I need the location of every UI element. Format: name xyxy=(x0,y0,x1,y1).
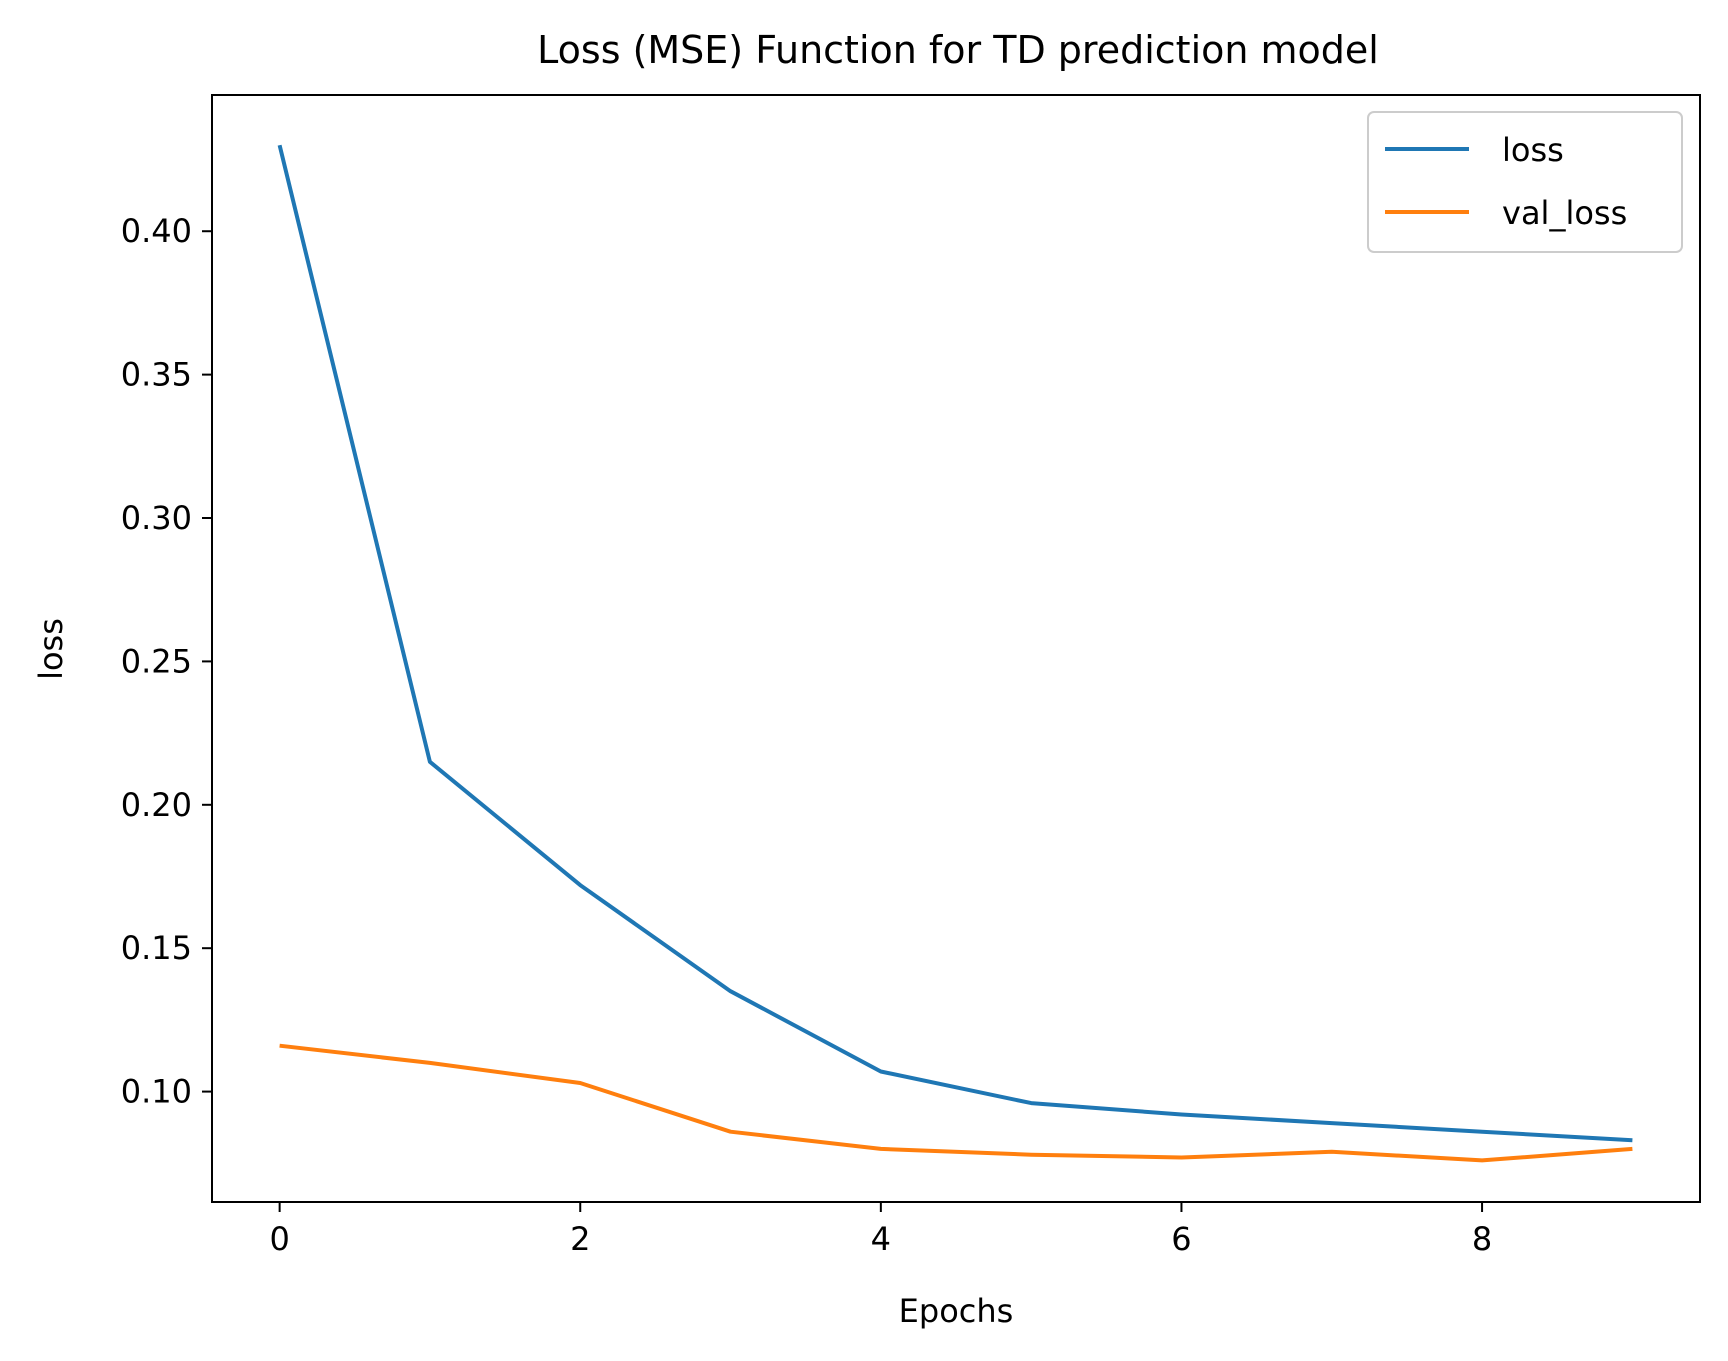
data-point-val-loss-4 xyxy=(879,1147,883,1151)
data-point-loss-4 xyxy=(879,1070,883,1074)
data-point-loss-5 xyxy=(1029,1101,1033,1105)
x-axis-label: Epochs xyxy=(899,1292,1014,1330)
x-axis-ticks: 0 2 4 6 8 xyxy=(269,1202,1492,1258)
data-point-loss-8 xyxy=(1480,1130,1484,1134)
plot-area: 0 2 4 6 8 0.10 0.15 0.20 0.25 0.30 0.35 0.40 xyxy=(121,94,1701,1258)
y-tick-label: 0.25 xyxy=(121,642,192,680)
data-point-val-loss-5 xyxy=(1029,1153,1033,1157)
x-tick-label: 0 xyxy=(269,1220,289,1258)
x-tick-label: 4 xyxy=(871,1220,891,1258)
data-point-loss-0 xyxy=(278,143,282,147)
data-point-val-loss-8 xyxy=(1480,1158,1484,1162)
data-point-val-loss-6 xyxy=(1180,1156,1184,1160)
data-point-loss-2 xyxy=(578,883,582,887)
data-point-loss-3 xyxy=(729,989,733,993)
data-point-val-loss-9 xyxy=(1630,1147,1634,1151)
data-point-loss-1 xyxy=(428,760,432,764)
y-tick-label: 0.10 xyxy=(121,1073,192,1111)
series-layer xyxy=(277,143,1634,1163)
x-tick-label: 6 xyxy=(1171,1220,1191,1258)
y-tick-label: 0.20 xyxy=(121,786,192,824)
y-tick-label: 0.35 xyxy=(121,356,192,394)
legend-label-val-loss: val_loss xyxy=(1502,194,1627,232)
y-tick-label: 0.15 xyxy=(121,929,192,967)
chart-title: Loss (MSE) Function for TD prediction mo… xyxy=(537,28,1379,72)
legend-label-loss: loss xyxy=(1502,131,1564,169)
x-tick-label: 2 xyxy=(570,1220,590,1258)
data-point-val-loss-7 xyxy=(1330,1150,1334,1154)
data-point-loss-9 xyxy=(1630,1138,1634,1142)
y-axis-label: loss xyxy=(32,618,70,680)
data-point-val-loss-1 xyxy=(428,1061,432,1065)
data-point-val-loss-3 xyxy=(729,1130,733,1134)
y-tick-label: 0.30 xyxy=(121,499,192,537)
y-axis-ticks: 0.10 0.15 0.20 0.25 0.30 0.35 0.40 xyxy=(121,212,212,1111)
y-tick-label: 0.40 xyxy=(121,212,192,250)
legend: loss val_loss xyxy=(1367,111,1683,253)
x-tick-label: 8 xyxy=(1472,1220,1492,1258)
data-point-loss-6 xyxy=(1180,1113,1184,1117)
axes-frame xyxy=(211,94,1701,1203)
data-point-val-loss-2 xyxy=(578,1081,582,1085)
series-line-loss xyxy=(277,144,1633,1143)
series-line-val-loss xyxy=(279,1043,1633,1163)
data-point-loss-7 xyxy=(1330,1121,1334,1125)
data-point-val-loss-0 xyxy=(278,1044,282,1048)
